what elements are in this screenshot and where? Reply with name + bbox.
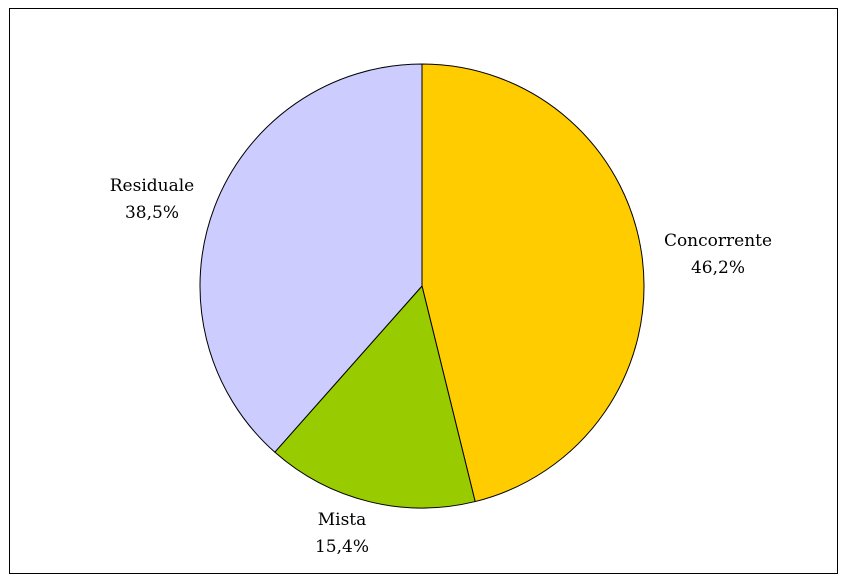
pie-slices	[199, 63, 645, 509]
pie-slice-mista	[274, 284, 476, 509]
slice-label-mista: Mista	[318, 510, 367, 530]
pie-slice-residuale	[199, 63, 423, 453]
pie-slice-concorrente	[421, 63, 645, 503]
slice-value-concorrente: 46,2%	[691, 258, 745, 278]
slice-label-concorrente: Concorrente	[664, 231, 772, 251]
slice-value-residuale: 38,5%	[125, 203, 179, 223]
slice-value-mista: 15,4%	[315, 537, 369, 557]
pie-labels: Concorrente 46,2% Mista 15,4% Residuale 38,5%	[110, 176, 772, 557]
slice-label-residuale: Residuale	[110, 176, 195, 196]
